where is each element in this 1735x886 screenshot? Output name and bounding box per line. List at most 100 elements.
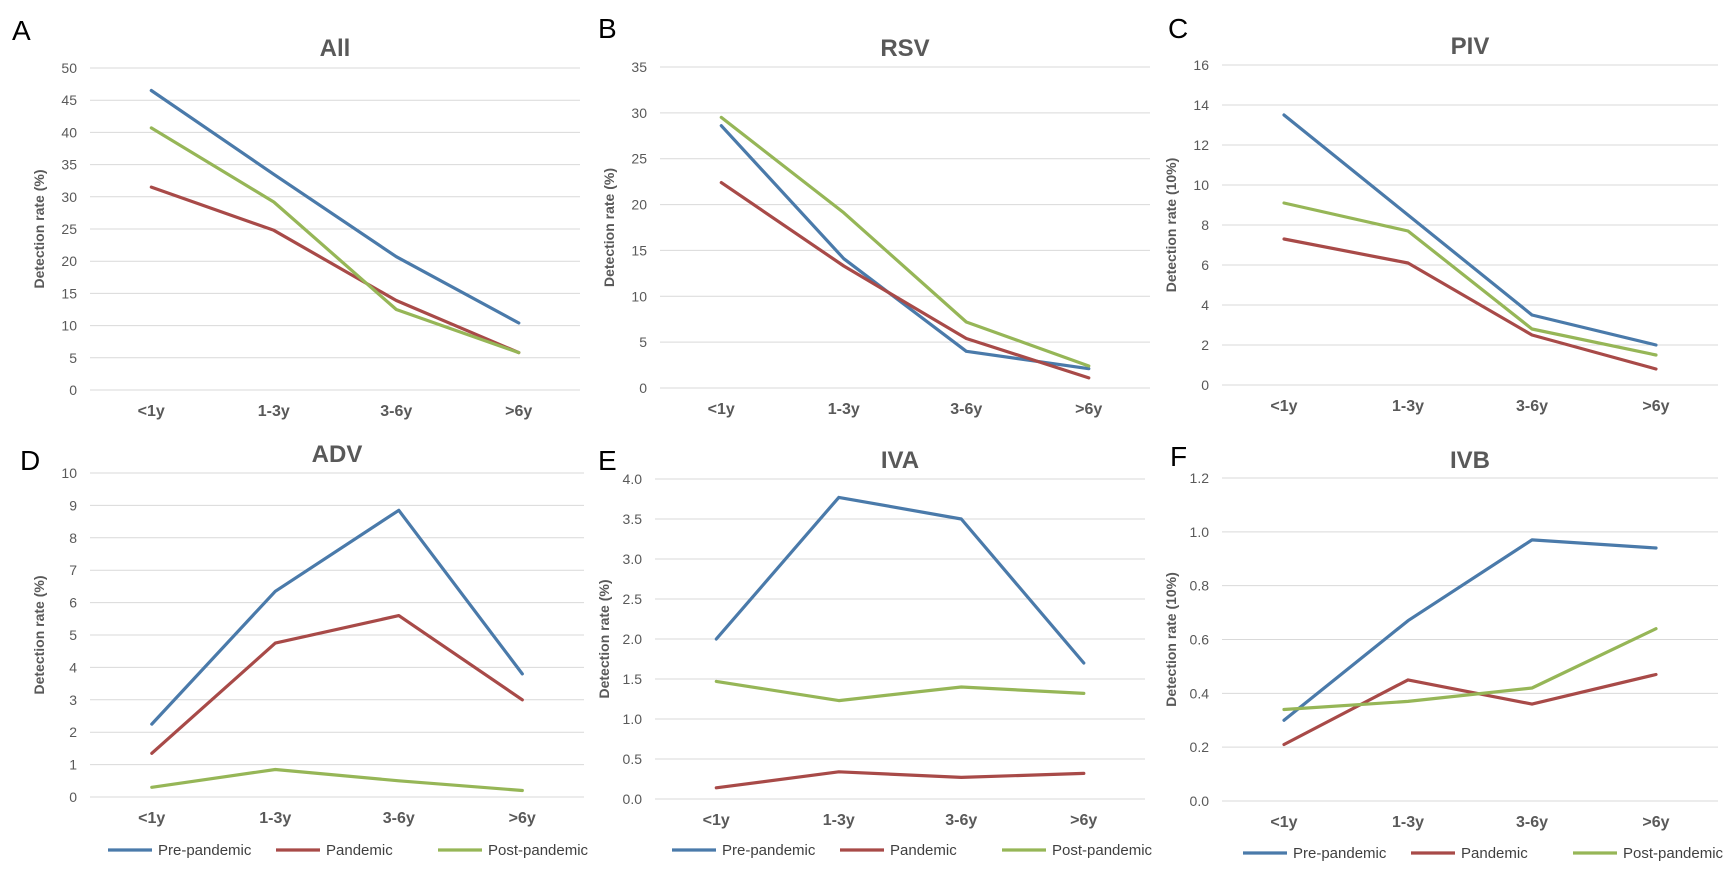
y-tick-label: 20 [61, 253, 77, 269]
y-tick-label: 1.2 [1190, 470, 1210, 486]
x-tick-label: 3-6y [945, 812, 977, 829]
legend-label-pre: Pre-pandemic [722, 842, 816, 859]
y-tick-label: 6 [1201, 257, 1209, 273]
y-axis-label: Detection rate (%) [596, 579, 612, 698]
y-tick-label: 5 [639, 334, 647, 350]
chart-title: RSV [880, 35, 929, 62]
y-tick-label: 5 [69, 350, 77, 366]
panel-letter: A [12, 15, 31, 46]
y-axis-label: Detection rate (%) [31, 575, 47, 694]
y-tick-label: 10 [61, 465, 77, 481]
y-tick-label: 20 [631, 197, 647, 213]
x-tick-label: 3-6y [380, 403, 412, 420]
legend-label-pandemic: Pandemic [890, 842, 957, 859]
y-tick-label: 0.0 [1190, 793, 1210, 809]
series-line-pre [1282, 113, 1658, 347]
y-tick-label: 45 [61, 92, 77, 108]
x-tick-label: >6y [505, 403, 532, 420]
series-line-pandemic [714, 770, 1086, 790]
chart-panel-e: E IVA 0.0 0.5 1.0 1.5 2.0 2.5 3.0 3.5 4.0 Detection… [596, 445, 1153, 859]
chart-title: IVB [1450, 447, 1490, 474]
y-tick-label: 0.4 [1190, 685, 1210, 701]
y-axis-label: Detection rate (10%) [1163, 572, 1179, 707]
y-tick-label: 0.2 [1190, 739, 1210, 755]
legend: Pre-pandemic Pandemic Post-pandemic [1243, 845, 1724, 862]
y-tick-label: 9 [69, 497, 77, 513]
y-tick-label: 0 [69, 789, 77, 805]
panel-letter: F [1170, 441, 1187, 472]
legend-label-pre: Pre-pandemic [158, 842, 252, 859]
y-tick-label: 40 [61, 124, 77, 140]
legend-label-post: Post-pandemic [1052, 842, 1153, 859]
legend: Pre-pandemic Pandemic Post-pandemic [108, 842, 589, 859]
legend-label-post: Post-pandemic [488, 842, 589, 859]
x-tick-label: <1y [703, 812, 730, 829]
series-line-post [1282, 627, 1658, 712]
y-tick-label: 10 [1193, 177, 1209, 193]
legend-label-pandemic: Pandemic [326, 842, 393, 859]
y-tick-label: 35 [61, 157, 77, 173]
series-line-post [719, 115, 1091, 368]
x-tick-label: <1y [1270, 398, 1297, 415]
series-line-pandemic [150, 613, 524, 755]
y-tick-label: 3.5 [623, 511, 643, 527]
y-tick-label: 15 [631, 242, 647, 258]
x-tick-label: >6y [1070, 812, 1097, 829]
legend: Pre-pandemic Pandemic Post-pandemic [672, 842, 1153, 859]
y-tick-label: 16 [1193, 57, 1209, 73]
y-axis-label: Detection rate (%) [601, 168, 617, 287]
y-tick-label: 1.5 [623, 671, 643, 687]
y-tick-label: 2 [1201, 337, 1209, 353]
series-line-pre [1282, 538, 1658, 722]
chart-panel-d: D ADV 0 1 2 3 4 5 6 7 8 9 10 Detection rate (%) <1y 1-3… [20, 441, 589, 859]
panel-letter: D [20, 445, 40, 476]
chart-panel-a: A All 0 5 10 15 20 25 30 35 40 45 50 Detection rate (… [12, 15, 580, 420]
y-tick-label: 0.6 [1190, 632, 1210, 648]
y-tick-label: 25 [61, 221, 77, 237]
chart-title: ADV [312, 441, 363, 468]
x-tick-label: >6y [509, 810, 536, 827]
legend-label-post: Post-pandemic [1623, 845, 1724, 862]
panel-letter: E [598, 445, 617, 476]
x-tick-label: 3-6y [1516, 398, 1548, 415]
y-tick-label: 3.0 [623, 551, 643, 567]
x-tick-label: 1-3y [259, 810, 291, 827]
x-tick-label: >6y [1642, 814, 1669, 831]
x-tick-label: 1-3y [1392, 398, 1424, 415]
x-tick-label: 3-6y [950, 401, 982, 418]
y-axis-label: Detection rate (10%) [1163, 158, 1179, 293]
panel-letter: C [1168, 13, 1188, 44]
y-tick-label: 12 [1193, 137, 1209, 153]
y-tick-label: 10 [61, 318, 77, 334]
x-tick-label: >6y [1642, 398, 1669, 415]
series-line-pandemic [1282, 672, 1658, 747]
y-tick-label: 8 [1201, 217, 1209, 233]
y-tick-label: 0 [69, 382, 77, 398]
series-line-post [149, 126, 521, 355]
y-tick-label: 0.0 [623, 791, 643, 807]
chart-panel-c: C PIV 0 2 4 6 8 10 12 14 16 Detection rate (10%) <1y… [1163, 13, 1718, 415]
series-line-post [1282, 201, 1658, 357]
x-tick-label: 3-6y [1516, 814, 1548, 831]
y-tick-label: 4 [69, 659, 77, 675]
x-tick-label: <1y [138, 810, 165, 827]
y-tick-label: 1.0 [1190, 524, 1210, 540]
x-tick-label: >6y [1075, 401, 1102, 418]
y-tick-label: 15 [61, 285, 77, 301]
x-tick-label: 1-3y [258, 403, 290, 420]
x-tick-label: 1-3y [1392, 814, 1424, 831]
y-tick-label: 0.5 [623, 751, 643, 767]
y-tick-label: 7 [69, 562, 77, 578]
series-line-pandemic [719, 181, 1091, 380]
y-axis-label: Detection rate (%) [31, 169, 47, 288]
series-line-pandemic [1282, 237, 1658, 371]
chart-panel-b: B RSV 0 5 10 15 20 25 30 35 Detection rate (%) <1y 1… [598, 13, 1150, 418]
series-line-post [150, 767, 524, 793]
y-tick-label: 4 [1201, 297, 1209, 313]
y-tick-label: 30 [61, 189, 77, 205]
y-tick-label: 6 [69, 595, 77, 611]
y-tick-label: 2 [69, 724, 77, 740]
y-tick-label: 0 [639, 380, 647, 396]
y-tick-label: 25 [631, 151, 647, 167]
